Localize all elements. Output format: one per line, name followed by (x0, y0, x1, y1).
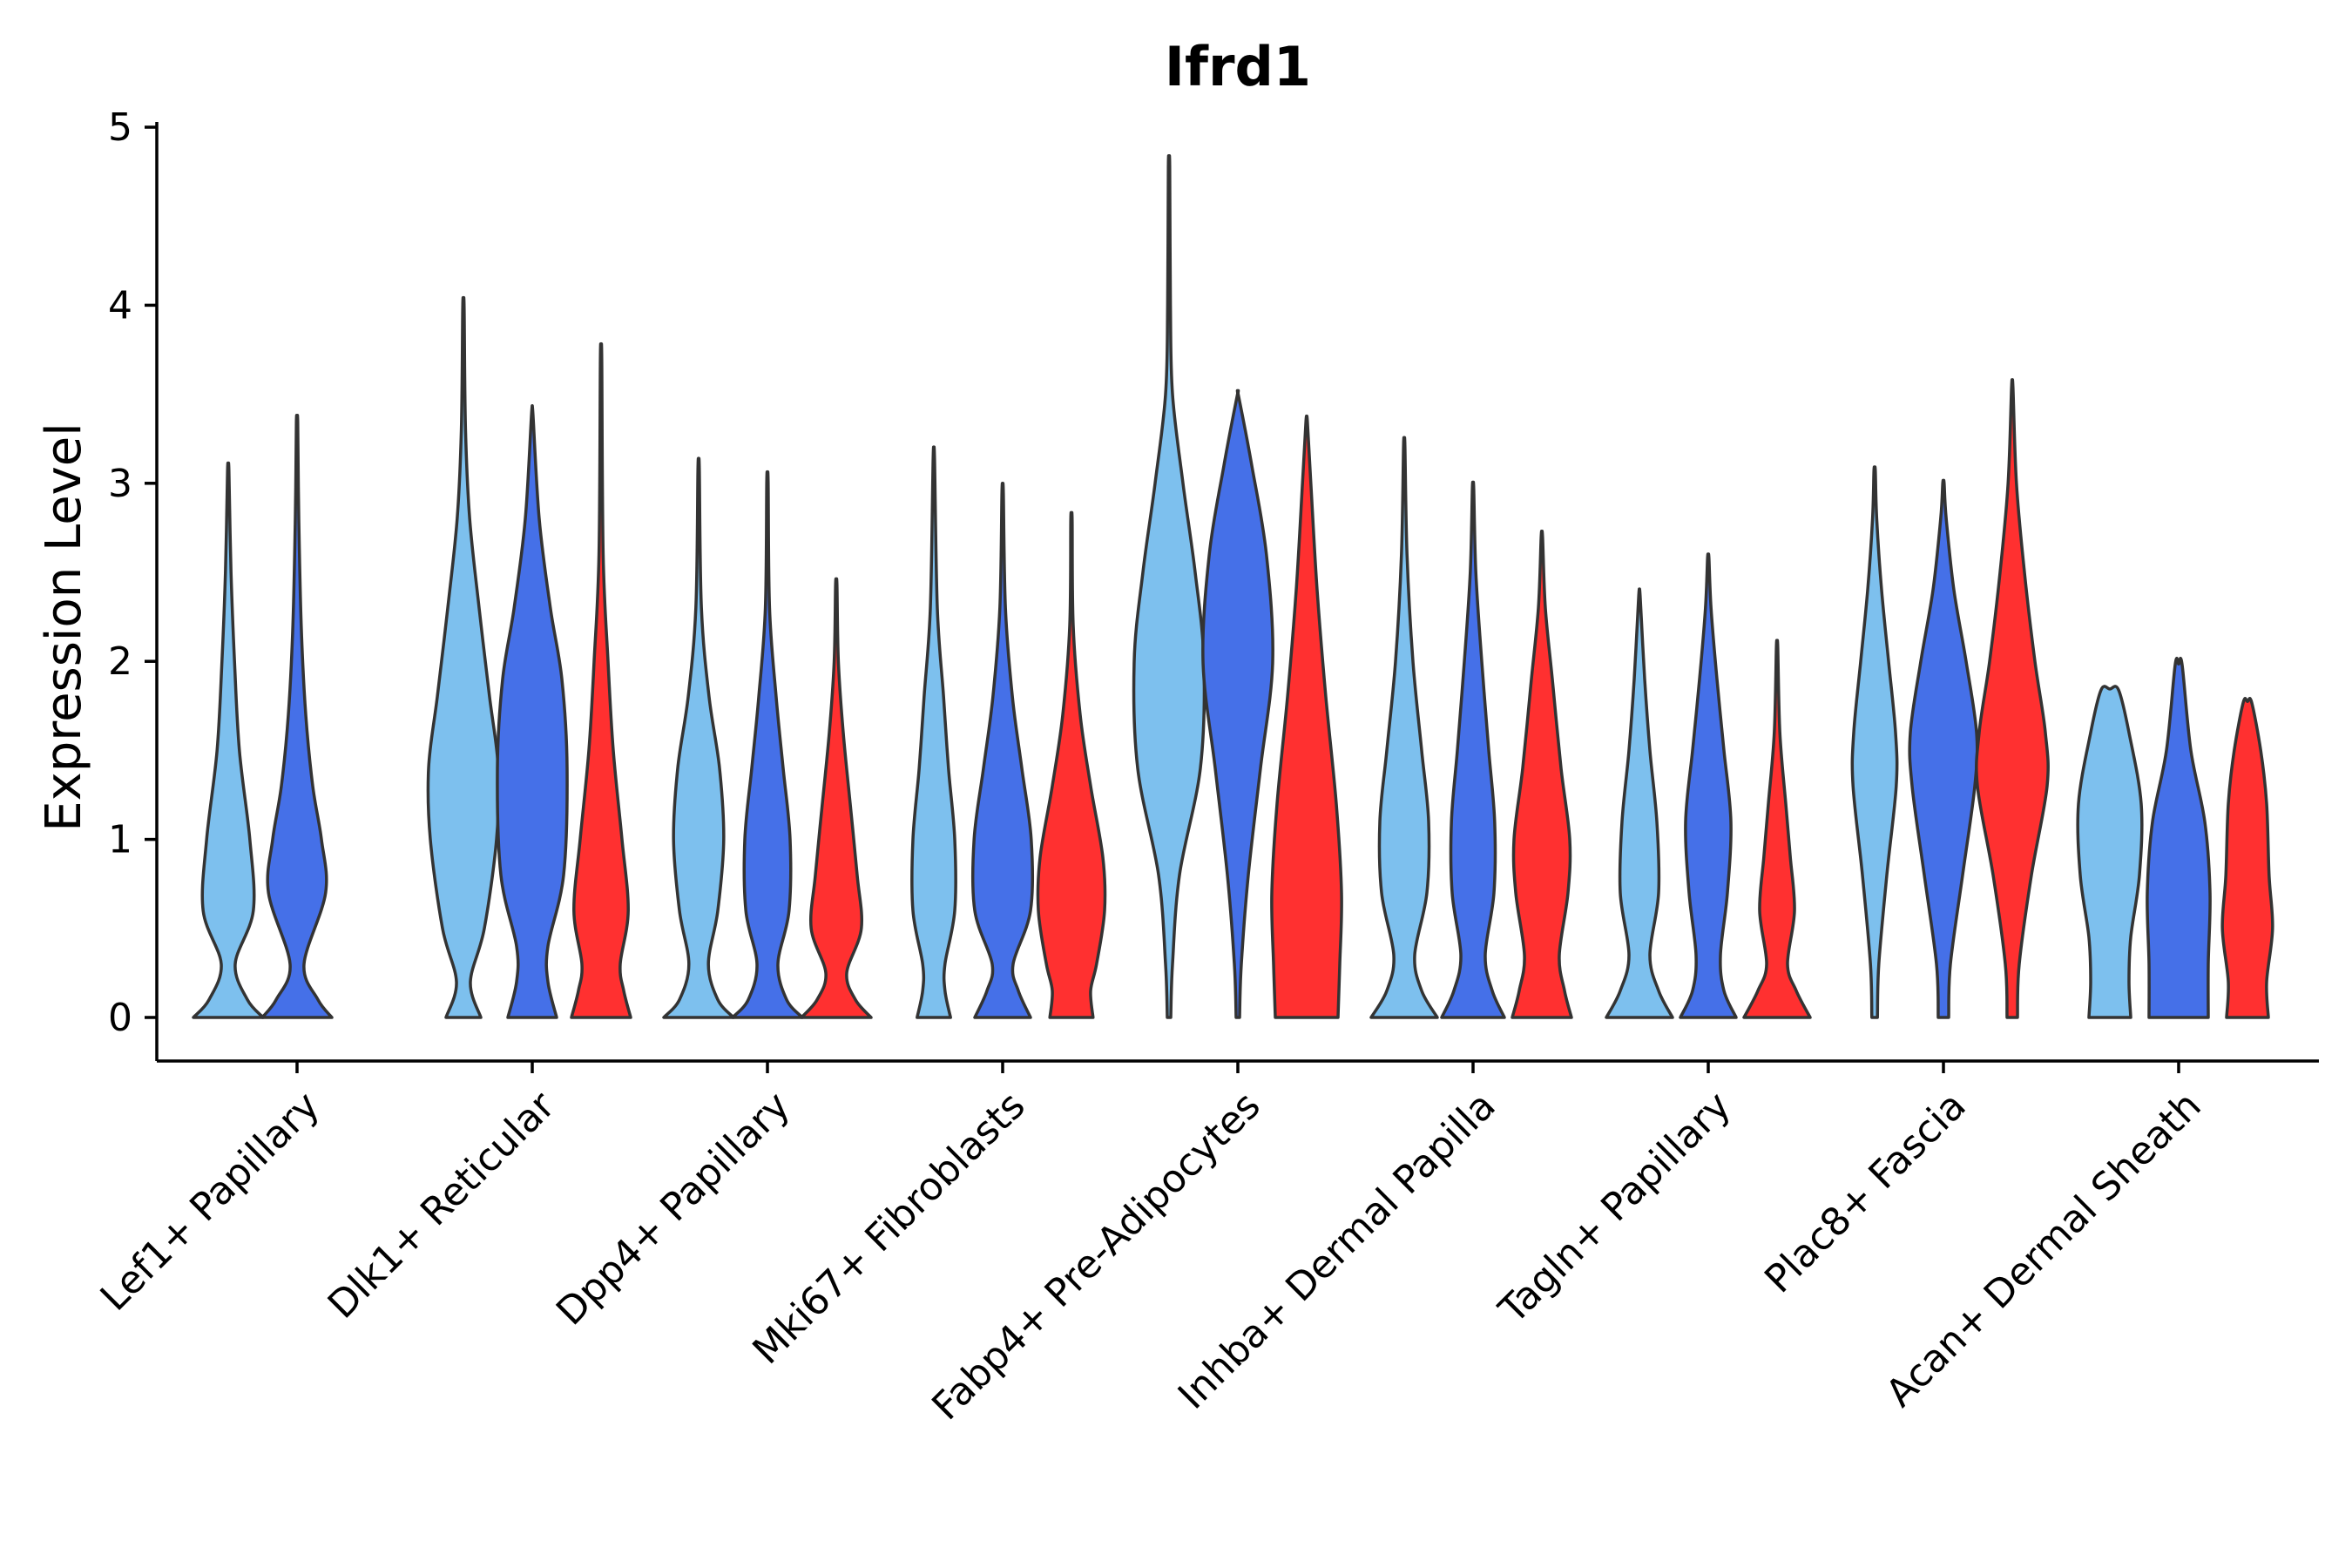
violin-inhba-dermal-papilla-group-2 (1440, 480, 1506, 1019)
violin-inhba-dermal-papilla-group-1 (1369, 436, 1439, 1019)
x-tick-label: Lef1+ Papillary (92, 1084, 328, 1320)
violin-fabp4-pre-adipocytes-group-2 (1201, 389, 1274, 1019)
y-tick-label: 4 (108, 283, 132, 328)
violin-tagln-papillary-group-3 (1742, 639, 1812, 1019)
violin-plac8-fascia-group-1 (1850, 465, 1899, 1019)
y-axis-label: Expression Level (36, 422, 92, 832)
y-ticks: 0 1 2 3 4 5 (108, 105, 157, 1040)
violin-acan-dermal-sheath-group-1 (2076, 685, 2144, 1019)
violin-dpp4-papillary-group-1 (662, 456, 735, 1019)
violin-mki67-fibroblasts-group-3 (1036, 510, 1107, 1019)
x-tick-label: Tagln+ Papillary (1490, 1084, 1740, 1333)
violin-acan-dermal-sheath-group-2 (2146, 656, 2212, 1019)
violin-tagln-papillary-group-2 (1679, 552, 1738, 1019)
violin-dpp4-papillary-group-2 (731, 470, 804, 1019)
violins-layer (192, 154, 2274, 1019)
violin-tagln-papillary-group-1 (1605, 587, 1674, 1019)
x-tick-label: Dlk1+ Reticular (320, 1083, 564, 1328)
violin-dlk1-reticular-group-2 (496, 404, 569, 1019)
y-tick-label: 5 (108, 105, 132, 150)
violin-acan-dermal-sheath-group-3 (2220, 697, 2274, 1019)
x-tick-label: Dpp4+ Papillary (548, 1084, 799, 1335)
y-tick-label: 3 (108, 462, 132, 506)
violin-lef1-papillary-group-1 (192, 461, 265, 1019)
violin-dpp4-papillary-group-3 (800, 577, 873, 1019)
y-tick-label: 1 (108, 818, 132, 862)
violin-mki67-fibroblasts-group-2 (970, 482, 1035, 1019)
violin-plac8-fascia-group-2 (1908, 478, 1979, 1019)
violin-mki67-fibroblasts-group-1 (910, 445, 957, 1019)
x-tick-label: Plac8+ Fascia (1756, 1084, 1975, 1302)
violin-dlk1-reticular-group-3 (570, 341, 632, 1019)
y-tick-label: 0 (108, 996, 132, 1040)
y-tick-label: 2 (108, 639, 132, 684)
violin-fabp4-pre-adipocytes-group-1 (1132, 154, 1206, 1019)
violin-fabp4-pre-adipocytes-group-3 (1270, 414, 1343, 1019)
chart-title: Ifrd1 (1165, 35, 1311, 98)
violin-inhba-dermal-papilla-group-3 (1511, 529, 1573, 1019)
violin-lef1-papillary-group-2 (260, 414, 334, 1019)
violin-plac8-fascia-group-3 (1975, 378, 2050, 1019)
violin-dlk1-reticular-group-1 (426, 295, 501, 1019)
